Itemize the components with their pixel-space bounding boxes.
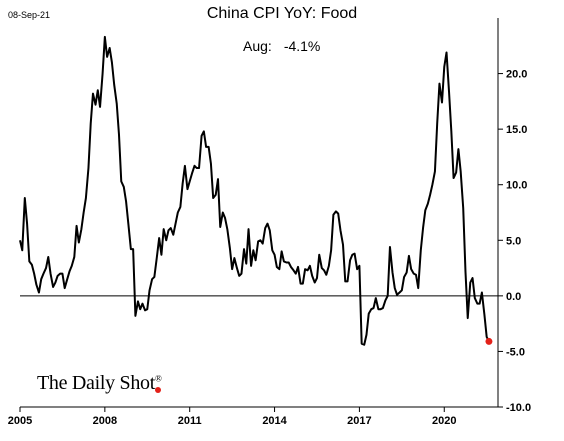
brand-logo: The Daily Shot® [37,372,162,395]
x-tick-label: 2017 [347,415,371,427]
y-tick-label: -5.0 [506,346,525,358]
brand-logo-dot [155,387,161,393]
y-tick-label: -10.0 [506,402,531,414]
series-line [19,35,490,346]
latest-value-annotation: Aug: -4.1% [243,38,320,54]
x-tick-label: 2014 [262,415,287,427]
brand-logo-text: The Daily Shot [37,372,156,394]
chart-date: 08-Sep-21 [8,10,51,20]
x-tick-label: 2011 [178,415,202,427]
y-tick-label: 5.0 [506,235,521,247]
chart-title: China CPI YoY: Food [206,5,358,22]
x-tick-label: 2008 [93,415,117,427]
y-tick-label: 20.0 [506,69,527,81]
y-tick-label: 10.0 [506,180,527,192]
annotation-label: Aug: [243,38,272,54]
chart-axes: 20.0 15.0 10.0 5.0 0.0 -5.0 -10.0 2005 2008 2011 2… [8,18,531,427]
plot-area [19,35,493,346]
x-tick-label: 2020 [432,415,456,427]
x-tick-label: 2005 [8,415,32,427]
y-tick-label: 0.0 [506,291,521,303]
annotation-value: -4.1% [283,38,321,54]
latest-point-marker [485,337,493,345]
y-tick-label: 15.0 [506,124,527,136]
brand-logo-mark: ® [155,373,162,384]
